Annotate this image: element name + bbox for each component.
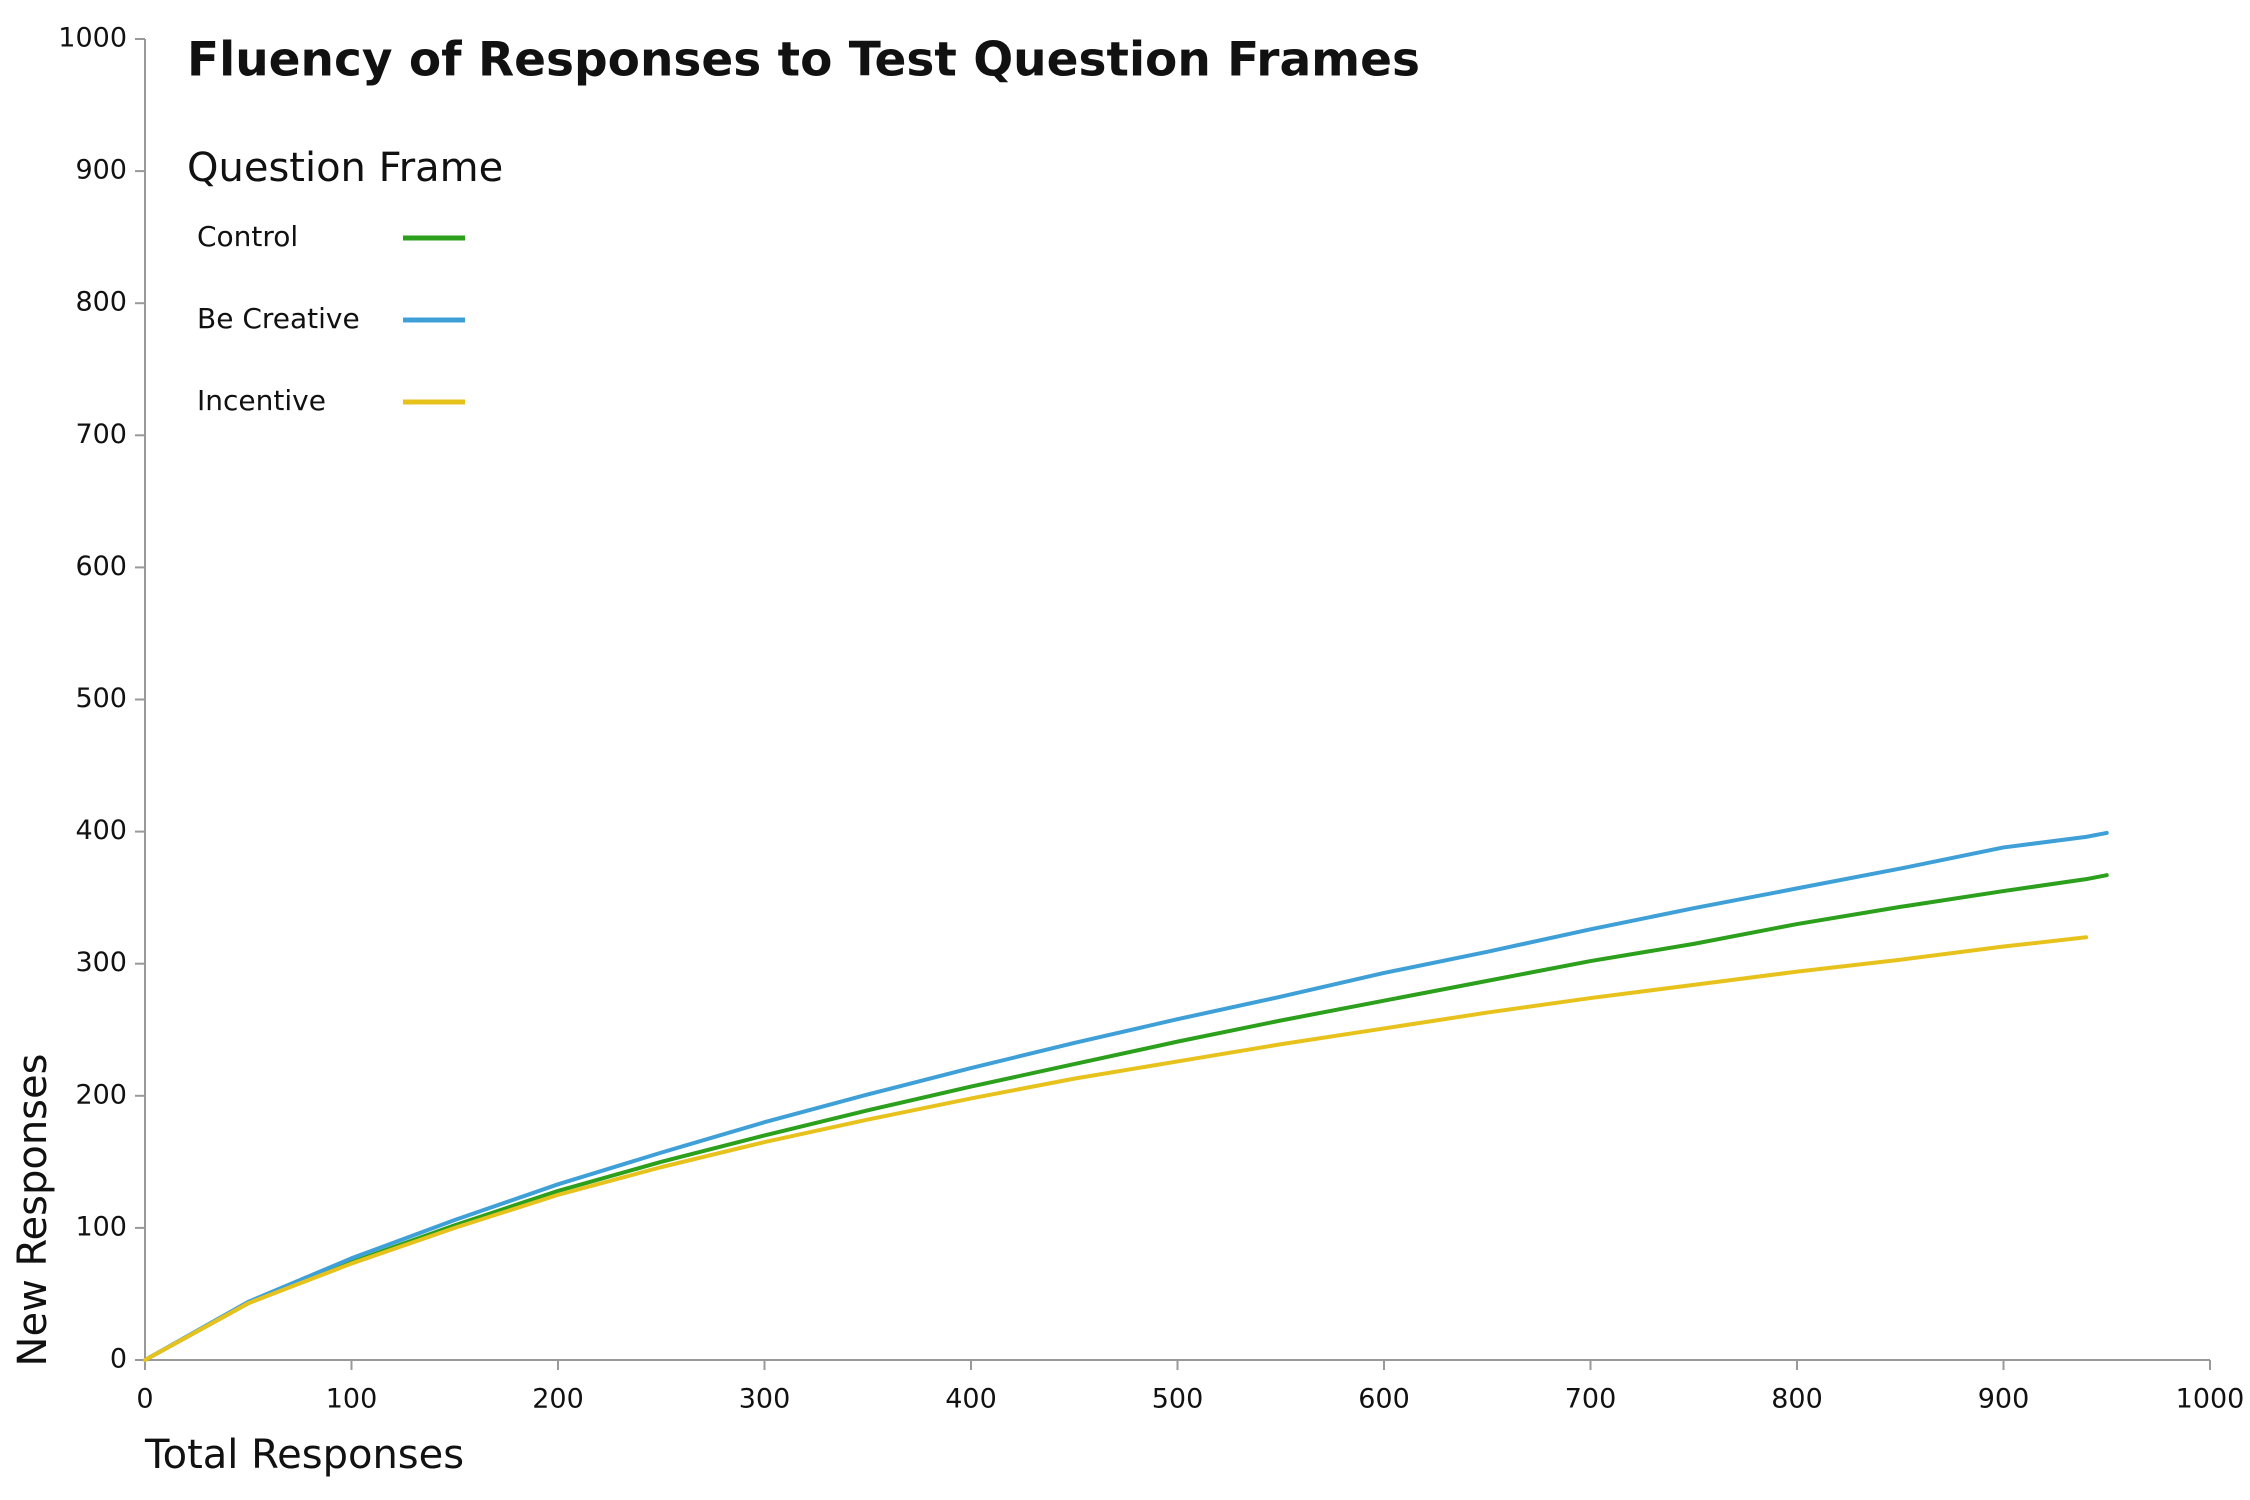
line-series	[143, 873, 2109, 1362]
y-tick-label: 100	[75, 1211, 127, 1242]
chart-title: Fluency of Responses to Test Question Fr…	[187, 33, 1420, 88]
y-tick-label: 900	[75, 155, 127, 186]
legend-label: Be Creative	[197, 302, 360, 335]
y-tick-label: 0	[110, 1344, 127, 1375]
y-tick-label: 600	[75, 551, 127, 582]
x-tick-label: 700	[1565, 1384, 1617, 1415]
x-tick-label: 200	[532, 1384, 584, 1415]
legend-label: Incentive	[197, 384, 326, 417]
y-tick-label: 700	[75, 419, 127, 450]
y-axis-title: New Responses	[10, 1054, 56, 1367]
y-tick-label: 500	[75, 683, 127, 714]
x-tick-label: 1000	[2176, 1384, 2245, 1415]
x-axis-title: Total Responses	[144, 1432, 464, 1478]
y-tick-label: 800	[75, 287, 127, 318]
x-tick-label: 400	[945, 1384, 997, 1415]
y-tick-label: 200	[75, 1079, 127, 1110]
y-tick-label: 300	[75, 947, 127, 978]
x-tick-label: 900	[1978, 1384, 2030, 1415]
y-tick-label: 400	[75, 815, 127, 846]
x-tick-label: 500	[1152, 1384, 1204, 1415]
line-series	[143, 935, 2089, 1362]
x-tick-label: 600	[1358, 1384, 1410, 1415]
x-tick-label: 800	[1771, 1384, 1823, 1415]
x-tick-label: 0	[136, 1384, 153, 1415]
legend-label: Control	[197, 220, 298, 253]
legend-title: Question Frame	[187, 145, 503, 191]
x-tick-label: 100	[326, 1384, 378, 1415]
x-tick-label: 300	[739, 1384, 791, 1415]
line-series	[143, 830, 2109, 1362]
y-tick-label: 1000	[58, 23, 127, 54]
